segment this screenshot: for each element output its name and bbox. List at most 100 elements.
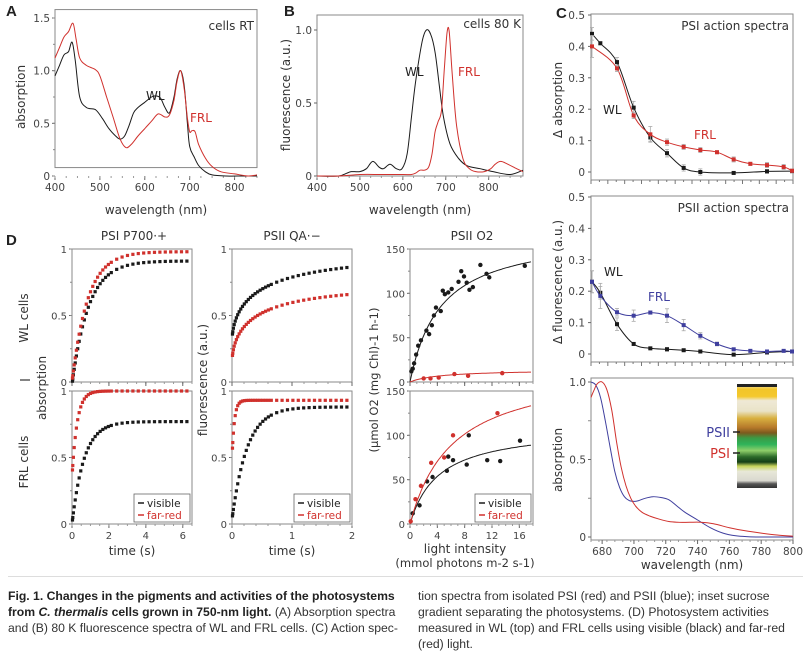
- panel-c-psi-ytick-label: 0.2: [568, 104, 585, 116]
- panel-b-xtick-label: 500: [350, 182, 370, 194]
- panel-d-psii-wl-far-red-point: [329, 294, 333, 298]
- panel-d-o2-wl-visible-point: [467, 287, 472, 292]
- panel-d-psii-frl-far-red-point: [234, 408, 238, 412]
- panel-d-psi-frl-visible-point: [80, 462, 85, 466]
- panel-d-psi-wl-visible-point: [120, 265, 124, 269]
- panel-d-psi-wl-far-red-point: [101, 268, 105, 272]
- panel-c-psii-wl-point: [615, 322, 619, 327]
- panel-a-ytick-label: 0.5: [33, 118, 50, 130]
- panel-d-psi-frl-far-red-point: [86, 393, 90, 397]
- panel-d-psii-wl-visible-point: [312, 270, 317, 274]
- panel-d-psi-frl-xtick-label: 2: [106, 531, 112, 542]
- panel-d-psii-frl-visible-point: [339, 405, 344, 409]
- panel-c-psii-ylabel: Δ fluorescence (a.u.): [551, 220, 565, 344]
- panel-d-psii-frl-visible-point: [231, 507, 235, 512]
- panel-d-psi-wl-far-red-point: [152, 250, 157, 254]
- panel-d-psii-wl-far-red-point: [231, 348, 235, 352]
- panel-d-o2-wl-far-red-fit-line: [409, 371, 531, 383]
- panel-d-psi-wl-visible-point: [142, 261, 146, 265]
- panel-a-xlabel: wavelength (nm): [105, 203, 207, 217]
- panel-d-psi-frl-visible-point: [109, 423, 113, 428]
- panel-d-o2-wl-visible-point: [442, 292, 448, 297]
- panel-d-psi-wl-far-red-point: [106, 262, 110, 267]
- panel-c-psii-frl-point: [648, 310, 653, 315]
- panel-d-psii-wl-far-red-point: [345, 293, 349, 297]
- panel-d-o2-wl-visible-point: [478, 262, 483, 268]
- panel-b-ylabel: fluorescence (a.u.): [279, 39, 293, 151]
- tube-rim: [737, 384, 777, 387]
- d-psi-xlabel: time (s): [109, 544, 156, 558]
- panel-d-psii-frl-visible-point: [296, 406, 300, 410]
- panel-d-psii-frl-far-red-point: [334, 398, 338, 402]
- panel-d-psi-frl-visible-point: [71, 511, 75, 515]
- panel-d-psi-wl-visible-point: [98, 282, 102, 286]
- inset-psii-label: PSII: [706, 426, 730, 441]
- panel-c-psi-axes: 0 0.1 0.2 0.3 0.4 0.5: [568, 10, 794, 184]
- panel-d-psi-wl-visible-point: [95, 285, 100, 290]
- panel-d-psi-wl-axes: 00.51: [51, 245, 193, 389]
- panel-d-o2-frl-xtick-label: 8: [461, 531, 467, 542]
- panel-d-o2-wl-ytick-label: 50: [392, 334, 405, 345]
- panel-d-psii-frl-far-red-point: [239, 400, 243, 404]
- panel-c-psi-ytick-label: 0: [578, 167, 585, 179]
- panel-d-psi-frl-ytick-label: 0: [61, 520, 67, 531]
- panel-d-o2-wl-ytick-label: 100: [386, 289, 405, 300]
- panel-c-psi-ylabel: Δ absorption: [551, 62, 565, 138]
- panel-d-psi-wl-far-red-point: [163, 250, 167, 254]
- panel-d-psi-frl-far-red-point: [120, 389, 124, 393]
- panel-d-psii-frl-visible-point: [242, 454, 246, 459]
- panel-d-psi-frl-far-red-point: [95, 390, 100, 394]
- panel-d-psi-frl-far-red-point: [179, 389, 184, 393]
- panel-d-psi-frl-xtick-label: 0: [69, 531, 75, 542]
- panel-d-psii-wl-visible-point: [244, 300, 248, 304]
- panel-c-psii-wl-point: [631, 341, 636, 346]
- panel-d-psii-wl-far-red-point: [263, 309, 268, 313]
- panel-d-psii-frl-far-red-point: [296, 398, 300, 402]
- panel-letter-b: B: [284, 3, 295, 20]
- panel-d-o2-wl-far-red-point: [436, 375, 441, 380]
- panel-d-psii-wl-visible-point: [275, 280, 279, 284]
- panel-d-psi-wl-far-red-point: [120, 255, 124, 259]
- panel-d-psi-wl-visible-point: [147, 260, 151, 264]
- panel-d-psi-wl-far-red-point: [86, 296, 90, 300]
- panel-d-psi-wl-far-red-point: [109, 260, 113, 264]
- panel-d-psii-frl-visible-point: [251, 433, 255, 437]
- panel-b-title: cells 80 K: [463, 17, 522, 31]
- panel-c-psii-frl-point: [790, 349, 794, 354]
- panel-d-psi-frl-visible-point: [136, 420, 140, 424]
- panel-c-psii-frl-point: [631, 313, 636, 318]
- panel-d-psi-wl-visible-point: [179, 259, 184, 263]
- panel-c-psi-ytick-label: 0.1: [568, 136, 585, 148]
- panel-d-psii-frl-far-red-point: [323, 398, 327, 402]
- panel-c-psii-frl-point: [698, 333, 703, 338]
- d-o2-ylabel: (µmol O2 (mg Chl)-1 h-1): [367, 308, 381, 453]
- panel-d-psii-frl-ytick-label: 0: [221, 520, 227, 531]
- panel-d-psi-frl-far-red-point: [106, 389, 110, 393]
- panel-d-psi-frl-far-red-point: [109, 389, 113, 393]
- panel-d-psi-wl-far-red-point: [91, 284, 95, 288]
- panel-d-psi-wl-far-red-point: [84, 302, 88, 306]
- panel-d-psi-wl-visible-point: [101, 278, 105, 282]
- caption-bold-1: Fig. 1. Changes in the pigments and acti…: [8, 589, 395, 619]
- tube-image: [737, 384, 777, 488]
- panel-d-psii-frl-legend-box: [293, 493, 351, 523]
- panel-d-psii-frl-visible-point: [231, 512, 235, 516]
- panel-b-wl-line: [316, 29, 524, 177]
- panel-letter-d: D: [6, 232, 17, 249]
- panel-d-psii-frl-far-red-point: [339, 398, 344, 402]
- panel-d-psi-frl-far-red-point: [185, 389, 189, 393]
- panel-d-psii-wl-visible-point: [253, 292, 257, 296]
- panel-d-psi-wl-visible-point: [152, 260, 157, 264]
- panel-d-psii-wl-visible-point: [230, 332, 235, 336]
- panel-c-psi-frl-point: [590, 44, 594, 49]
- panel-d-psi-wl-visible-point: [158, 259, 162, 264]
- panel-c-psi-frl-point: [781, 164, 786, 169]
- panel-d-psi-frl-visible-point: [84, 451, 88, 455]
- panel-d-o2-frl-far-red-fit-line: [409, 405, 532, 525]
- panel-d-psii-wl-far-red-point: [231, 351, 235, 355]
- panel-c-spectra-xtick-label: 760: [719, 546, 739, 558]
- panel-d-psii-wl-far-red-point: [253, 315, 257, 319]
- panel-d-psii-wl-visible-point: [261, 287, 265, 291]
